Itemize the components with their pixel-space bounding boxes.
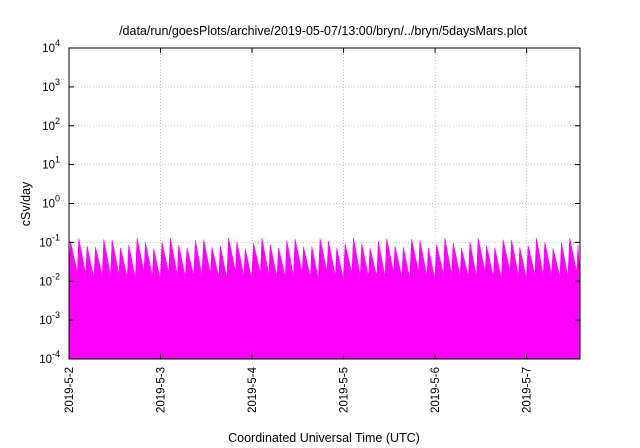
y-tick-label: 101 (42, 155, 60, 172)
y-tick-label: 10-3 (39, 310, 60, 327)
chart-title: /data/run/goesPlots/archive/2019-05-07/1… (119, 24, 527, 38)
y-tick-label: 10-4 (39, 349, 60, 366)
y-tick-label: 100 (42, 194, 60, 211)
x-tick-label: 2019-5-4 (247, 366, 259, 413)
x-tick-label: 2019-5-2 (64, 367, 76, 413)
x-tick-label: 2019-5-7 (522, 367, 534, 413)
y-tick-label: 103 (42, 77, 60, 94)
y-tick-label: 10-1 (39, 232, 60, 249)
y-tick-label: 102 (42, 116, 60, 133)
x-axis-label: Coordinated Universal Time (UTC) (228, 431, 420, 445)
x-tick-label: 2019-5-5 (339, 367, 351, 413)
series-band (69, 237, 580, 359)
x-tick-label: 2019-5-6 (430, 367, 442, 413)
data-bands (69, 237, 580, 359)
x-tick-label: 2019-5-3 (156, 367, 168, 413)
y-axis: 10-4 10-3 10-2 10-1 100 101 102 103 104 (39, 38, 580, 366)
y-axis-label: cSv/day (19, 181, 33, 226)
x-axis: 2019-5-2 2019-5-3 2019-5-4 2019-5-5 2019-5-6… (64, 48, 534, 413)
y-tick-label: 10-2 (39, 271, 60, 288)
y-tick-label: 104 (42, 38, 60, 55)
